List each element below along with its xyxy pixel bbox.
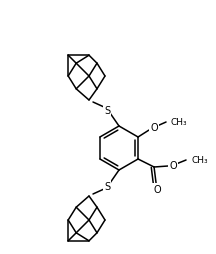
Text: O: O	[150, 122, 158, 133]
Text: CH₃: CH₃	[170, 118, 187, 127]
Text: O: O	[153, 184, 161, 194]
Text: S: S	[104, 106, 110, 116]
Text: CH₃: CH₃	[191, 156, 208, 165]
Text: O: O	[169, 160, 177, 170]
Text: S: S	[104, 181, 110, 191]
